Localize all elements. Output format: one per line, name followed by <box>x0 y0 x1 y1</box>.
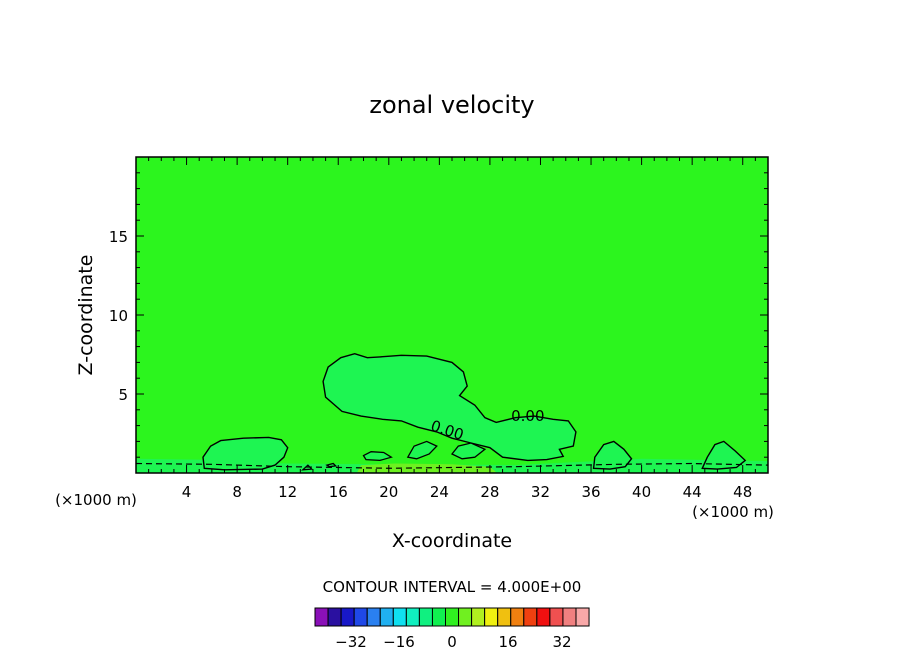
contour-island-5 <box>325 462 338 468</box>
contour-interval-text: CONTOUR INTERVAL = 4.000E+00 <box>323 578 582 596</box>
colorbar-swatch <box>510 607 525 627</box>
colorbar-swatch <box>445 607 460 627</box>
colorbar-swatch <box>314 607 329 627</box>
y-tick-label: 15 <box>109 228 128 246</box>
x-tick-label: 44 <box>683 483 702 501</box>
x-axis-label: X-coordinate <box>392 530 512 552</box>
x-tick-label: 4 <box>182 483 192 501</box>
x-tick-label: 32 <box>531 483 550 501</box>
colorbar-swatch <box>575 607 590 627</box>
x-tick-label: 12 <box>278 483 297 501</box>
colorbar-swatch <box>431 607 447 627</box>
colorbar-tick-labels: −32 −16 0 16 32 <box>335 633 571 651</box>
contour-line-3 <box>592 440 633 470</box>
y-tick-label: 5 <box>118 386 128 404</box>
colorbar-swatch <box>340 607 355 627</box>
x-tick-label: 28 <box>480 483 499 501</box>
x-tick-label: 24 <box>430 483 449 501</box>
x-tick-label: 20 <box>379 483 398 501</box>
contour-island-3 <box>450 442 487 460</box>
colorbar-swatch <box>353 607 368 627</box>
colorbar-swatch <box>471 607 486 627</box>
contour-label: 0.00 <box>511 407 544 425</box>
y-tick-label: 10 <box>109 307 128 325</box>
colorbar-tick-label: −32 <box>335 633 367 651</box>
x-tick-label: 40 <box>632 483 651 501</box>
colorbar-tick-label: 0 <box>447 633 457 651</box>
x-unit-left: (×1000 m) <box>55 491 137 509</box>
colorbar-swatch <box>562 607 577 627</box>
colorbar-swatch <box>497 607 512 627</box>
colorbar <box>314 607 590 627</box>
colorbar-swatch <box>379 607 394 627</box>
colorbar-tick-label: 16 <box>498 633 517 651</box>
contour-island-1 <box>362 451 393 462</box>
region-left <box>203 437 288 470</box>
x-unit-right: (×1000 m) <box>692 503 774 521</box>
chart-title: zonal velocity <box>369 91 534 119</box>
y-tick-labels: 5 10 15 <box>109 228 128 404</box>
colorbar-swatch <box>418 607 433 627</box>
colorbar-swatch <box>536 607 551 627</box>
x-tick-label: 8 <box>232 483 242 501</box>
contour-line-4 <box>701 440 747 470</box>
colorbar-swatch <box>484 607 499 627</box>
contour-line-1 <box>322 352 577 462</box>
colorbar-swatch <box>549 607 564 627</box>
y-axis-label: Z-coordinate <box>75 255 97 376</box>
colorbar-swatch <box>366 607 381 627</box>
x-tick-label: 48 <box>733 483 752 501</box>
contour-island-2 <box>406 440 438 460</box>
colorbar-swatch <box>405 607 420 627</box>
colorbar-swatch <box>458 607 473 627</box>
contour-dashed <box>135 462 769 469</box>
x-tick-label: 36 <box>581 483 600 501</box>
x-tick-labels: 4 8 12 16 20 24 28 32 36 40 44 48 <box>182 483 752 501</box>
colorbar-tick-label: −16 <box>383 633 415 651</box>
region-center <box>323 353 576 461</box>
colorbar-swatch <box>392 607 407 627</box>
x-tick-label: 16 <box>329 483 348 501</box>
colorbar-swatch <box>327 607 342 627</box>
colorbar-swatch <box>523 607 538 627</box>
axis-ticks <box>136 157 768 473</box>
colorbar-tick-label: 32 <box>552 633 571 651</box>
plot-area: 0.000.00 <box>135 156 769 474</box>
